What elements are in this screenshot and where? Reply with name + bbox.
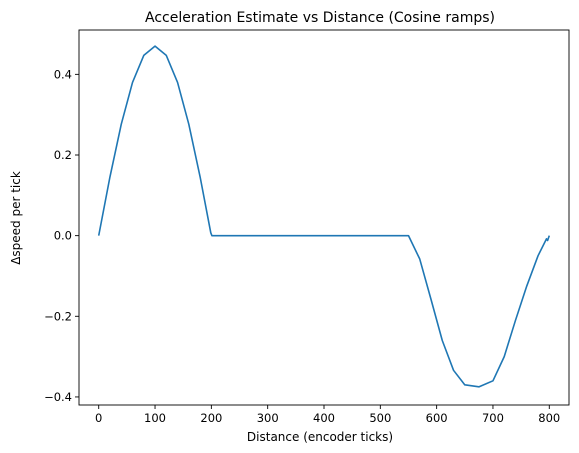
y-tick-label: 0.2 (54, 148, 72, 162)
x-tick-label: 600 (426, 411, 448, 425)
x-tick-label: 400 (313, 411, 335, 425)
plot-frame (78, 29, 570, 406)
y-tick-label: 0.0 (54, 229, 72, 243)
y-axis-label: Δspeed per tick (9, 171, 23, 265)
y-tick-label: 0.4 (54, 67, 72, 81)
chart-title: Acceleration Estimate vs Distance (Cosin… (145, 10, 495, 26)
x-axis-ticks: 0 100 200 300 400 500 600 700 800 (95, 405, 560, 425)
x-tick-label: 500 (369, 411, 391, 425)
x-tick-label: 200 (200, 411, 222, 425)
y-axis-ticks: −0.4 −0.2 0.0 0.2 0.4 (44, 67, 79, 404)
series-line (97, 45, 551, 388)
plot-area: 0 100 200 300 400 500 600 700 800 −0.4 −0.2 0.0 0.2… (44, 29, 570, 425)
x-tick-label: 700 (482, 411, 504, 425)
y-tick-label: −0.4 (44, 390, 72, 404)
x-tick-label: 300 (257, 411, 279, 425)
y-tick-label: −0.2 (44, 309, 72, 323)
x-tick-label: 0 (95, 411, 102, 425)
x-tick-label: 800 (538, 411, 560, 425)
x-axis-label: Distance (encoder ticks) (247, 430, 393, 444)
x-tick-label: 100 (144, 411, 166, 425)
